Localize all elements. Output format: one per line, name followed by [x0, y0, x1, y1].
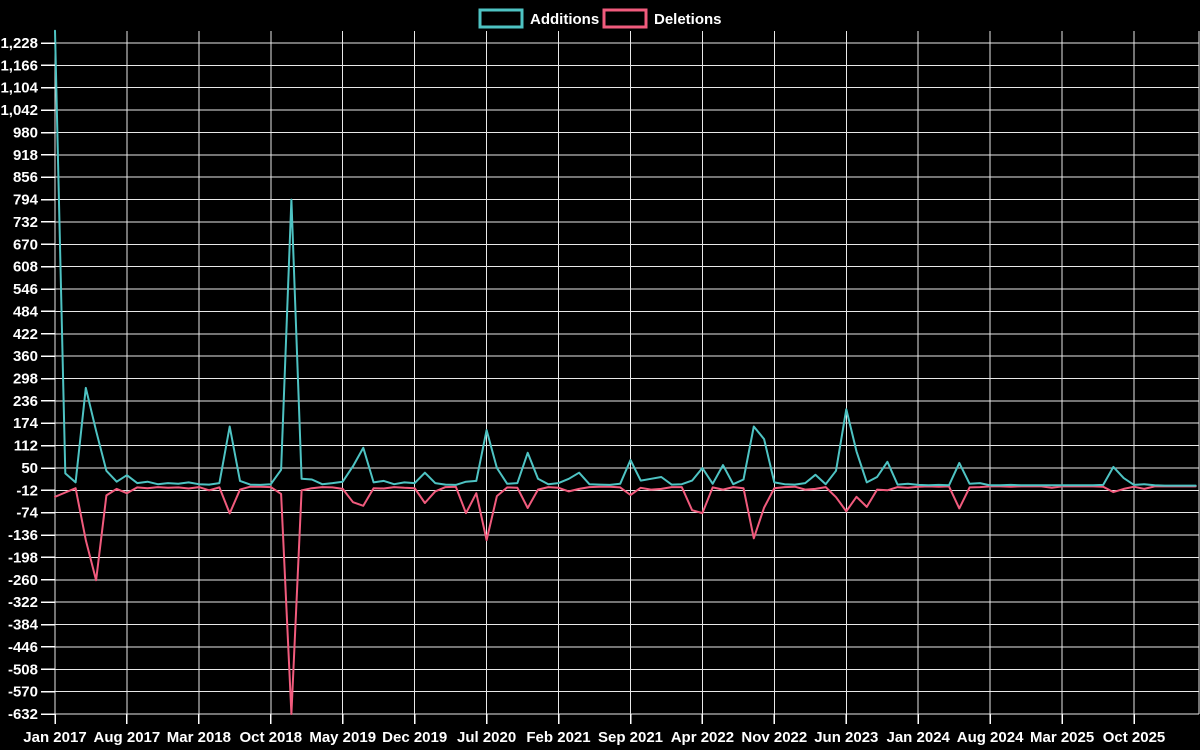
x-tick-label: Mar 2025: [1030, 729, 1094, 746]
y-tick-label: 298: [13, 370, 38, 387]
deletions-line: [54, 485, 1197, 715]
y-tick-label: 1,228: [0, 35, 38, 52]
y-tick-label: -632: [8, 706, 38, 723]
y-tick-label: 174: [13, 415, 39, 432]
axis-ticks: [41, 42, 1135, 724]
x-tick-label: Jun 2023: [814, 729, 878, 746]
y-tick-label: -136: [8, 527, 38, 544]
legend: Additions Deletions: [478, 8, 722, 29]
y-tick-label: -570: [8, 684, 38, 701]
y-tick-label: 918: [13, 147, 38, 164]
x-tick-label: Feb 2021: [526, 729, 590, 746]
legend-label-deletions[interactable]: Deletions: [654, 11, 722, 28]
y-tick-label: 546: [13, 281, 38, 298]
y-tick-label: 670: [13, 236, 38, 253]
additions-line: [54, 29, 1197, 487]
x-tick-label: Aug 2024: [957, 729, 1024, 746]
y-tick-label: 50: [21, 460, 38, 477]
x-tick-label: May 2019: [309, 729, 376, 746]
x-tick-label: Nov 2022: [741, 729, 807, 746]
x-tick-label: Jan 2024: [887, 729, 951, 746]
legend-label-additions[interactable]: Additions: [530, 11, 599, 28]
y-tick-label: 112: [14, 438, 38, 455]
y-tick-label: -74: [16, 505, 38, 522]
x-tick-label: Sep 2021: [598, 729, 663, 746]
y-tick-label: -198: [8, 549, 38, 566]
y-tick-label: 1,166: [0, 57, 38, 74]
x-tick-label: Oct 2025: [1103, 729, 1166, 746]
x-tick-label: Apr 2022: [671, 729, 734, 746]
y-tick-label: 856: [13, 169, 38, 186]
axis-labels: 1,228 1,166 1,104 1,042 980 918 856 794 732 670 60…: [0, 35, 1165, 746]
x-tick-label: Jul 2020: [457, 729, 516, 746]
x-tick-label: Oct 2018: [240, 729, 303, 746]
y-tick-label: 980: [13, 124, 38, 141]
legend-swatch-additions[interactable]: [478, 8, 524, 29]
x-tick-label: Aug 2017: [94, 729, 161, 746]
y-tick-label: 732: [13, 214, 38, 231]
gridlines: [54, 31, 1200, 715]
x-tick-label: Jan 2017: [23, 729, 86, 746]
y-tick-label: 422: [13, 326, 38, 343]
x-tick-label: Dec 2019: [382, 729, 447, 746]
y-tick-label: 794: [13, 192, 39, 209]
data-series: [54, 29, 1197, 715]
legend-swatch-deletions[interactable]: [602, 8, 648, 29]
y-tick-label: 608: [13, 259, 38, 276]
y-tick-label: 360: [13, 348, 38, 365]
y-tick-label: -384: [8, 617, 39, 634]
y-tick-label: -322: [8, 594, 38, 611]
y-tick-label: -260: [8, 572, 38, 589]
y-tick-label: -508: [8, 661, 38, 678]
x-tick-label: Mar 2018: [167, 729, 231, 746]
y-tick-label: 1,104: [0, 80, 38, 97]
y-tick-label: 484: [13, 303, 39, 320]
y-tick-label: -12: [16, 482, 38, 499]
y-tick-label: 1,042: [0, 102, 38, 119]
y-tick-label: -446: [8, 639, 38, 656]
y-tick-label: 236: [13, 393, 38, 410]
